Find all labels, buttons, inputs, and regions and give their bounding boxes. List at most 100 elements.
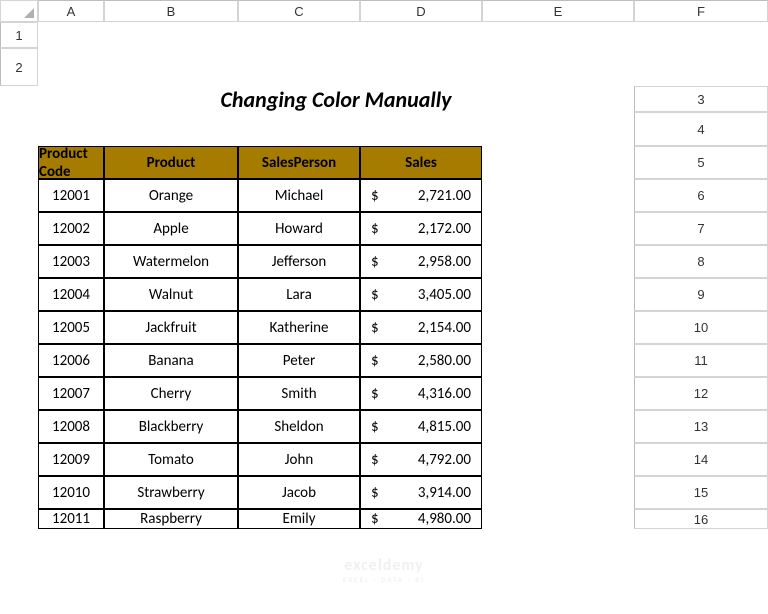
col-header-E[interactable]: E: [482, 0, 634, 22]
cell-code-11[interactable]: 12007: [38, 377, 104, 410]
cell-product-7[interactable]: Watermelon: [104, 245, 238, 278]
cell-A9[interactable]: [0, 311, 38, 344]
cell-product-6[interactable]: Apple: [104, 212, 238, 245]
cell-sales-12[interactable]: $4,815.00: [360, 410, 482, 443]
cell-A5[interactable]: [0, 179, 38, 212]
select-all-corner[interactable]: [0, 0, 38, 22]
cell-D1[interactable]: [360, 22, 482, 48]
table-header-2[interactable]: SalesPerson: [238, 146, 360, 179]
cell-product-13[interactable]: Tomato: [104, 443, 238, 476]
cell-sales-5[interactable]: $2,721.00: [360, 179, 482, 212]
cell-F8[interactable]: [482, 278, 634, 311]
cell-D3[interactable]: [238, 112, 360, 146]
cell-F3[interactable]: [482, 112, 634, 146]
cell-F7[interactable]: [482, 245, 634, 278]
cell-sales-10[interactable]: $2,580.00: [360, 344, 482, 377]
spreadsheet-grid[interactable]: ABCDEF12Changing Color Manually34Product…: [0, 0, 768, 529]
cell-sales-7[interactable]: $2,958.00: [360, 245, 482, 278]
cell-sales-13[interactable]: $4,792.00: [360, 443, 482, 476]
cell-F1[interactable]: [634, 22, 768, 48]
cell-person-10[interactable]: Peter: [238, 344, 360, 377]
row-header-6[interactable]: 6: [634, 179, 768, 212]
row-header-15[interactable]: 15: [634, 476, 768, 509]
cell-person-5[interactable]: Michael: [238, 179, 360, 212]
cell-code-8[interactable]: 12004: [38, 278, 104, 311]
col-header-F[interactable]: F: [634, 0, 768, 22]
row-header-10[interactable]: 10: [634, 311, 768, 344]
cell-E3[interactable]: [360, 112, 482, 146]
cell-F11[interactable]: [482, 377, 634, 410]
cell-A3[interactable]: [0, 112, 38, 146]
cell-B3[interactable]: [38, 112, 104, 146]
cell-code-14[interactable]: 12010: [38, 476, 104, 509]
cell-product-9[interactable]: Jackfruit: [104, 311, 238, 344]
cell-B1[interactable]: [104, 22, 238, 48]
cell-A15[interactable]: [0, 509, 38, 529]
cell-A12[interactable]: [0, 410, 38, 443]
cell-F12[interactable]: [482, 410, 634, 443]
cell-F4[interactable]: [482, 146, 634, 179]
row-header-11[interactable]: 11: [634, 344, 768, 377]
cell-F13[interactable]: [482, 443, 634, 476]
row-header-3[interactable]: 3: [634, 86, 768, 112]
cell-C3[interactable]: [104, 112, 238, 146]
cell-code-15[interactable]: 12011: [38, 509, 104, 529]
cell-code-10[interactable]: 12006: [38, 344, 104, 377]
row-header-9[interactable]: 9: [634, 278, 768, 311]
cell-sales-8[interactable]: $3,405.00: [360, 278, 482, 311]
cell-person-14[interactable]: Jacob: [238, 476, 360, 509]
cell-person-6[interactable]: Howard: [238, 212, 360, 245]
cell-code-7[interactable]: 12003: [38, 245, 104, 278]
table-header-0[interactable]: Product Code: [38, 146, 104, 179]
cell-code-13[interactable]: 12009: [38, 443, 104, 476]
table-header-3[interactable]: Sales: [360, 146, 482, 179]
row-header-2[interactable]: 2: [0, 48, 38, 86]
row-header-14[interactable]: 14: [634, 443, 768, 476]
cell-C1[interactable]: [238, 22, 360, 48]
cell-A6[interactable]: [0, 212, 38, 245]
table-header-1[interactable]: Product: [104, 146, 238, 179]
col-header-D[interactable]: D: [360, 0, 482, 22]
cell-F5[interactable]: [482, 179, 634, 212]
cell-A8[interactable]: [0, 278, 38, 311]
cell-sales-11[interactable]: $4,316.00: [360, 377, 482, 410]
cell-A1[interactable]: [38, 22, 104, 48]
cell-sales-14[interactable]: $3,914.00: [360, 476, 482, 509]
cell-A7[interactable]: [0, 245, 38, 278]
row-header-13[interactable]: 13: [634, 410, 768, 443]
row-header-1[interactable]: 1: [0, 22, 38, 48]
cell-F14[interactable]: [482, 476, 634, 509]
cell-A13[interactable]: [0, 443, 38, 476]
cell-A14[interactable]: [0, 476, 38, 509]
cell-F9[interactable]: [482, 311, 634, 344]
row-header-16[interactable]: 16: [634, 509, 768, 529]
cell-person-15[interactable]: Emily: [238, 509, 360, 529]
col-header-B[interactable]: B: [104, 0, 238, 22]
cell-person-7[interactable]: Jefferson: [238, 245, 360, 278]
cell-person-13[interactable]: John: [238, 443, 360, 476]
cell-product-10[interactable]: Banana: [104, 344, 238, 377]
cell-product-14[interactable]: Strawberry: [104, 476, 238, 509]
row-header-7[interactable]: 7: [634, 212, 768, 245]
cell-product-8[interactable]: Walnut: [104, 278, 238, 311]
cell-sales-9[interactable]: $2,154.00: [360, 311, 482, 344]
row-header-4[interactable]: 4: [634, 112, 768, 146]
cell-sales-6[interactable]: $2,172.00: [360, 212, 482, 245]
cell-person-12[interactable]: Sheldon: [238, 410, 360, 443]
cell-A11[interactable]: [0, 377, 38, 410]
cell-F10[interactable]: [482, 344, 634, 377]
row-header-12[interactable]: 12: [634, 377, 768, 410]
cell-product-5[interactable]: Orange: [104, 179, 238, 212]
cell-product-11[interactable]: Cherry: [104, 377, 238, 410]
cell-A4[interactable]: [0, 146, 38, 179]
col-header-A[interactable]: A: [38, 0, 104, 22]
cell-E1[interactable]: [482, 22, 634, 48]
cell-code-12[interactable]: 12008: [38, 410, 104, 443]
cell-F6[interactable]: [482, 212, 634, 245]
cell-sales-15[interactable]: $4,980.00: [360, 509, 482, 529]
cell-A2[interactable]: [38, 48, 104, 86]
cell-F15[interactable]: [482, 509, 634, 529]
row-header-5[interactable]: 5: [634, 146, 768, 179]
cell-A10[interactable]: [0, 344, 38, 377]
row-header-8[interactable]: 8: [634, 245, 768, 278]
